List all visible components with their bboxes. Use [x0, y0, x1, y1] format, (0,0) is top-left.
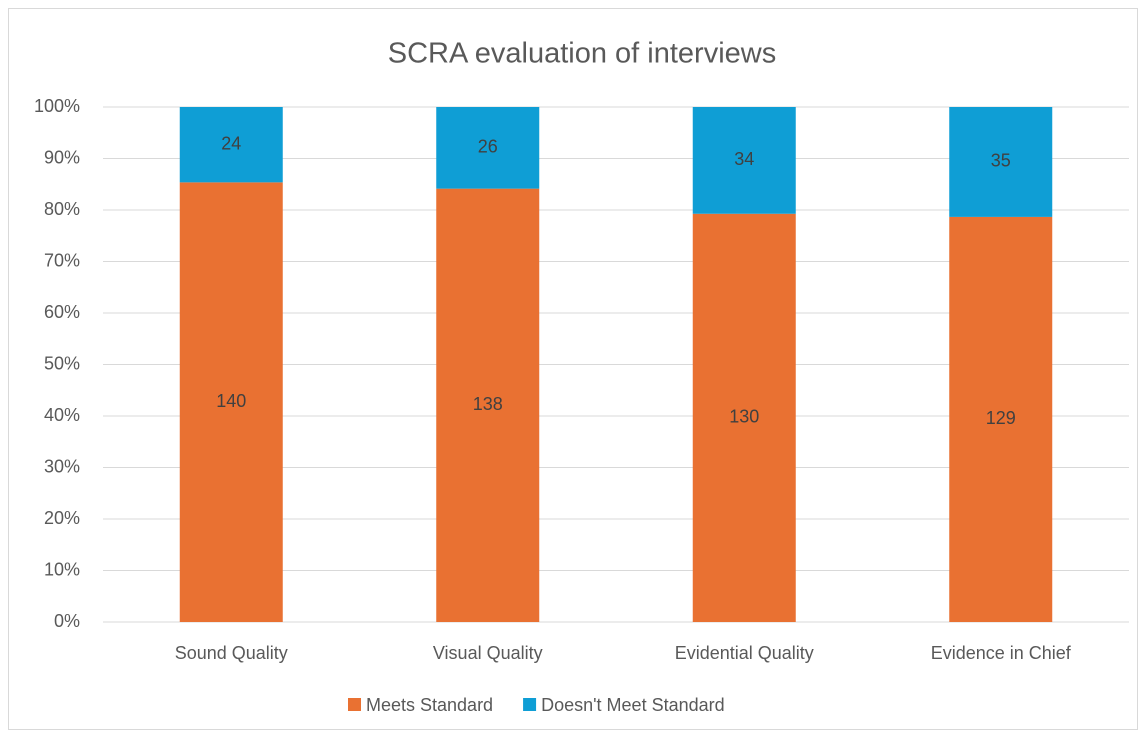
y-tick-label: 0% [54, 611, 80, 631]
x-tick-label: Sound Quality [175, 643, 288, 663]
legend-swatch [523, 698, 537, 711]
y-tick-label: 70% [44, 250, 80, 270]
legend-swatch [348, 698, 361, 711]
bar-segment [692, 213, 796, 622]
data-label: 34 [734, 149, 754, 169]
y-tick-label: 90% [44, 147, 80, 167]
chart-title: SCRA evaluation of interviews [388, 38, 776, 70]
y-tick-label: 10% [44, 559, 80, 579]
legend-label: Meets Standard [366, 695, 493, 715]
y-tick-label: 20% [44, 508, 80, 528]
bar-segment [692, 107, 796, 214]
data-label: 26 [478, 137, 498, 157]
bar-segment [436, 107, 540, 189]
y-tick-label: 100% [34, 96, 80, 116]
data-label: 140 [216, 391, 246, 411]
bar-segment [436, 188, 540, 622]
bar-segment [949, 216, 1053, 622]
x-tick-label: Evidential Quality [675, 643, 814, 663]
y-tick-label: 50% [44, 353, 80, 373]
x-tick-label: Evidence in Chief [931, 643, 1072, 663]
data-label: 138 [473, 394, 503, 414]
bar-segment [949, 107, 1053, 217]
y-tick-label: 30% [44, 456, 80, 476]
data-label: 35 [991, 151, 1011, 171]
data-label: 130 [729, 407, 759, 427]
y-tick-label: 60% [44, 302, 80, 322]
bar-segment [179, 107, 283, 183]
x-tick-label: Visual Quality [433, 643, 543, 663]
data-label: 24 [221, 133, 241, 153]
y-tick-label: 40% [44, 405, 80, 425]
y-tick-label: 80% [44, 199, 80, 219]
bar-segment [179, 182, 283, 623]
data-label: 129 [986, 408, 1016, 428]
legend-label: Doesn't Meet Standard [541, 695, 725, 715]
